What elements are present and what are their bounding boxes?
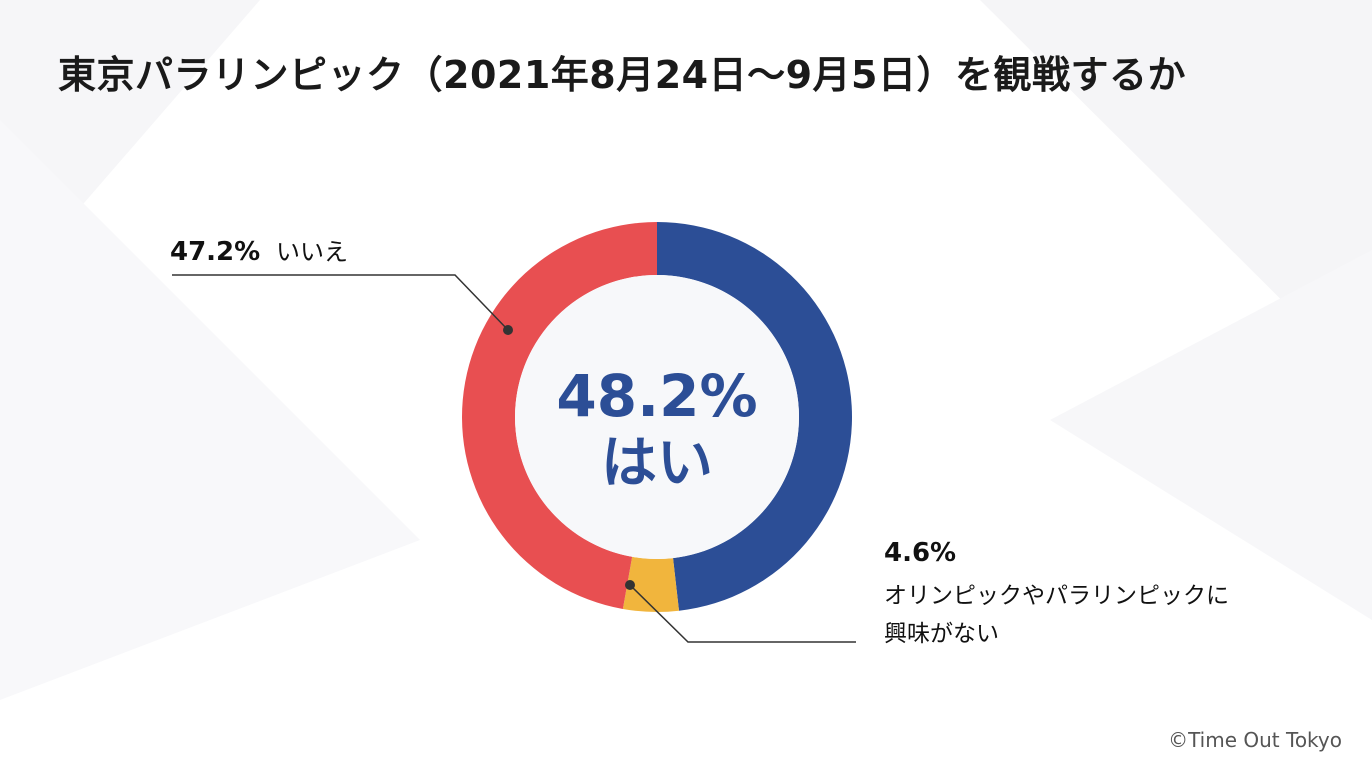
label-no-percent: 47.2% — [170, 237, 260, 267]
chart-title: 東京パラリンピック（2021年8月24日〜9月5日）を観戦するか — [58, 53, 1186, 97]
center-label: はい — [601, 431, 713, 496]
slice-no — [462, 222, 657, 609]
label-no-text: いいえ — [276, 238, 348, 266]
leader-dot-not-interested — [625, 580, 635, 590]
leader-line-not-interested — [629, 584, 856, 643]
slice-yes — [657, 222, 852, 611]
leader-line-no — [172, 274, 509, 331]
leader-dot-no — [503, 325, 513, 335]
center-percent: 48.2% — [556, 362, 757, 430]
label-not-interested-line2: 興味がない — [884, 621, 999, 647]
label-not-interested-percent: 4.6% — [884, 538, 956, 568]
slice-not-interested — [622, 556, 680, 612]
label-not-interested-line1: オリンピックやパラリンピックに — [884, 583, 1229, 609]
donut-hole — [515, 275, 799, 559]
credit: ©Time Out Tokyo — [1168, 728, 1342, 752]
